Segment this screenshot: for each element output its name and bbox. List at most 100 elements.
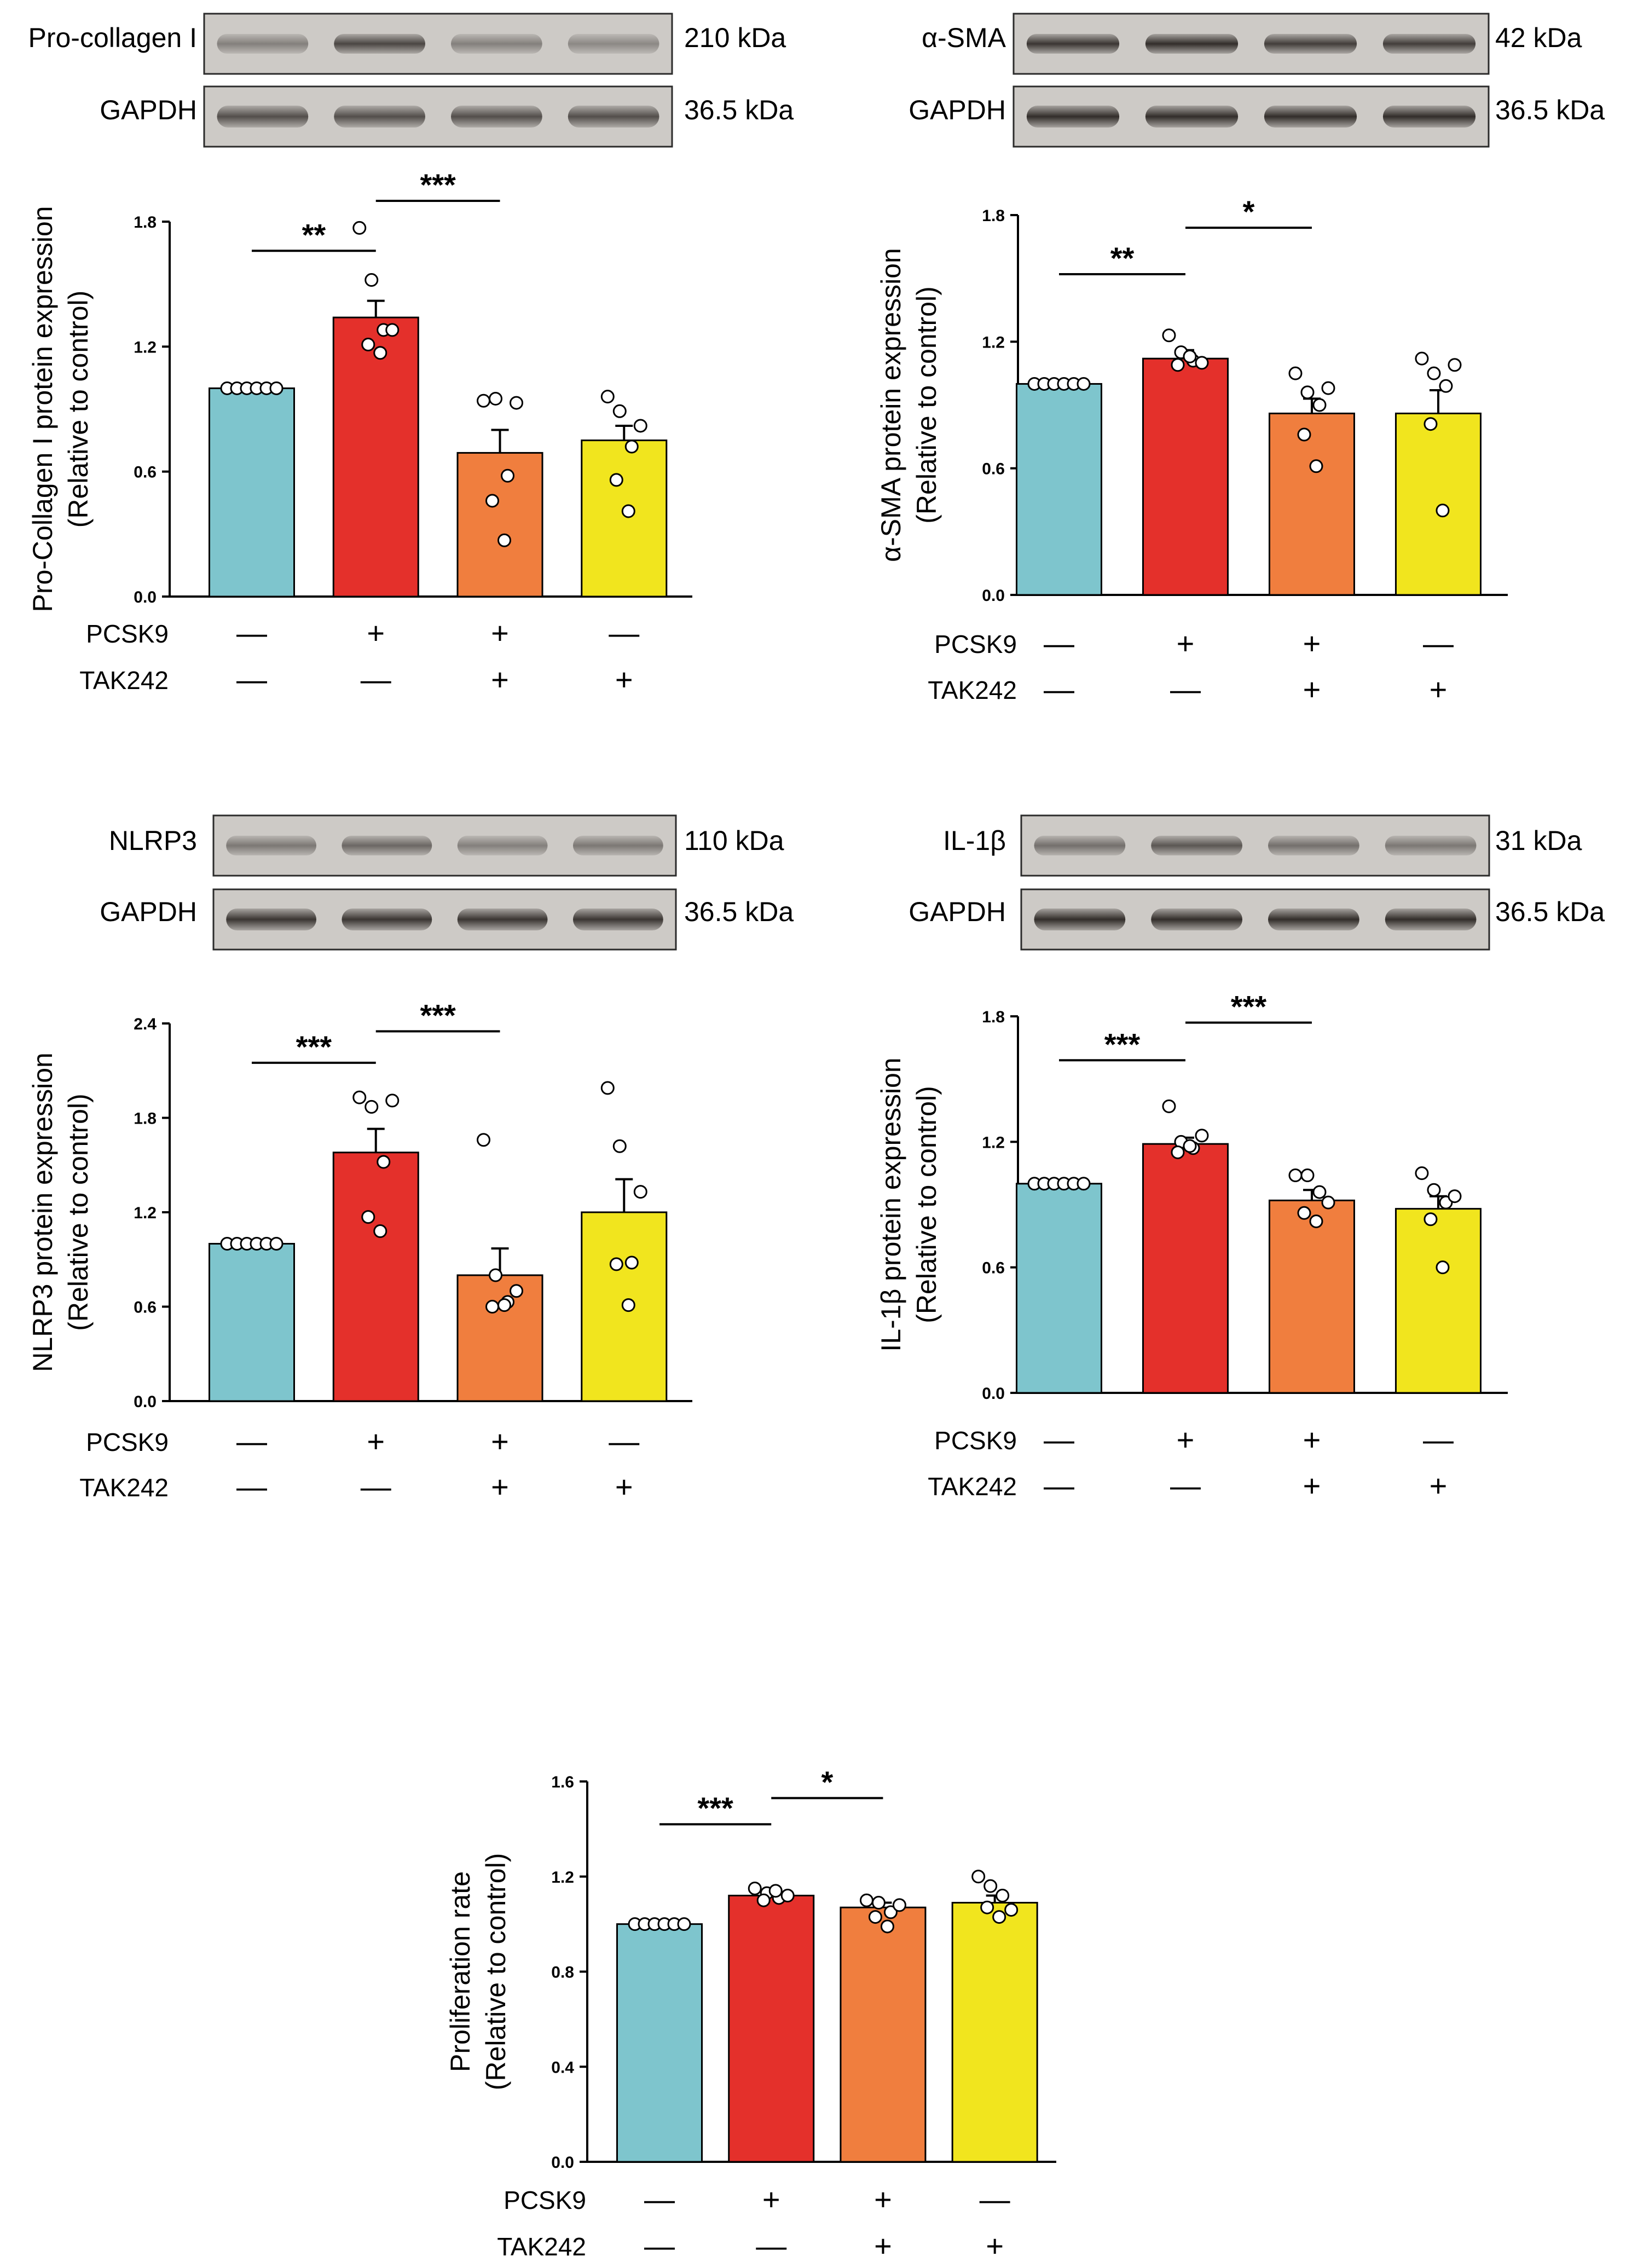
- treatment-sign: +: [491, 662, 509, 697]
- data-point: [497, 533, 512, 547]
- treatment-sign: +: [1303, 1422, 1321, 1457]
- data-point: [377, 1155, 391, 1169]
- data-point: [1171, 358, 1185, 372]
- treatment-sign: +: [1430, 672, 1448, 707]
- target-band-lane-3: [451, 34, 542, 54]
- target-band-lane-4: [1382, 34, 1476, 54]
- treatment-sign: —: [644, 2229, 675, 2263]
- treatment-sign: +: [1177, 1422, 1195, 1457]
- data-point: [361, 1210, 375, 1224]
- treatment-sign: —: [980, 2182, 1010, 2217]
- data-point: [880, 1919, 894, 1934]
- data-point: [510, 1284, 524, 1298]
- y-axis-label-sub: (Relative to control): [481, 1853, 511, 2091]
- treatment-sign: —: [236, 1469, 267, 1504]
- data-point: [1321, 1195, 1335, 1210]
- blot-panel-pro-collagen: Pro-collagen I 210 kDa GAPDH 36.5 kDa: [28, 22, 794, 125]
- data-point: [624, 1256, 639, 1270]
- y-tick-label: 0.6: [982, 1259, 1005, 1277]
- data-point: [1195, 1129, 1209, 1143]
- y-axis-label: α-SMA protein expression: [876, 248, 906, 562]
- loading-band-lane-3: [457, 909, 548, 930]
- treatment-row-label: PCSK9: [934, 630, 1017, 658]
- data-point: [1436, 1260, 1450, 1275]
- blot-panel-alpha-sma: α-SMA 42 kDa GAPDH 36.5 kDa: [909, 22, 1605, 125]
- loading-band-lane-3: [1268, 909, 1359, 930]
- data-point: [364, 273, 379, 287]
- y-axis-label-sub: (Relative to control): [911, 286, 942, 524]
- target-band-lane-2: [1145, 34, 1239, 54]
- treatment-row-label: TAK242: [79, 666, 169, 695]
- treatment-sign: —: [361, 1469, 391, 1504]
- data-point: [748, 1881, 762, 1895]
- significance-stars: **: [1110, 241, 1135, 275]
- target-band-lane-1: [1026, 34, 1120, 54]
- y-tick-label: 1.2: [134, 338, 157, 356]
- bar-1: [1016, 1183, 1102, 1394]
- data-point: [677, 1917, 691, 1931]
- treatment-row-label: TAK242: [928, 1472, 1017, 1501]
- y-axis-label: NLRP3 protein expression: [27, 1052, 58, 1372]
- significance-stars: *: [1243, 194, 1255, 229]
- treatment-sign: —: [1423, 626, 1454, 661]
- data-point: [1171, 1145, 1185, 1159]
- y-axis-label-sub: (Relative to control): [63, 291, 94, 528]
- bar-1: [209, 1243, 295, 1402]
- data-point: [1309, 459, 1323, 473]
- treatment-sign: +: [615, 662, 633, 697]
- target-band-lane-2: [334, 34, 425, 54]
- bar-2: [728, 1895, 815, 2163]
- bar-2: [332, 1152, 419, 1402]
- data-point: [1448, 1189, 1462, 1204]
- treatment-sign: +: [1303, 672, 1321, 707]
- y-axis-label-sub: (Relative to control): [63, 1094, 94, 1331]
- data-point: [859, 1893, 873, 1907]
- data-point: [477, 394, 491, 408]
- treatment-sign: —: [1170, 672, 1201, 707]
- data-point: [1415, 1166, 1429, 1181]
- y-tick-label: 1.8: [134, 213, 157, 232]
- data-point: [1448, 358, 1462, 372]
- loading-band-lane-1: [1026, 106, 1120, 128]
- target-band-lane-4: [568, 34, 659, 54]
- data-point: [624, 439, 639, 454]
- y-axis-label: IL-1β protein expression: [876, 1057, 906, 1351]
- treatment-sign: +: [491, 616, 509, 650]
- blot-loading-kda: 36.5 kDa: [1495, 896, 1605, 927]
- y-tick-label: 1.8: [134, 1110, 157, 1128]
- data-point: [621, 504, 635, 518]
- data-point: [996, 1889, 1010, 1902]
- y-tick-label: 0.0: [982, 587, 1005, 605]
- blot-target-label: NLRP3: [109, 825, 197, 856]
- target-band-lane-1: [226, 836, 317, 855]
- data-point: [1439, 379, 1453, 393]
- data-point: [1436, 504, 1450, 518]
- bar-3: [1268, 1199, 1355, 1394]
- data-point: [756, 1893, 771, 1907]
- data-point: [361, 338, 375, 352]
- treatment-sign: —: [1170, 1468, 1201, 1503]
- data-point: [1288, 366, 1303, 380]
- bar-3: [456, 452, 543, 598]
- data-point: [364, 1100, 379, 1114]
- data-point: [1077, 1177, 1091, 1191]
- y-tick-label: 1.2: [982, 333, 1005, 351]
- blot-target-kda: 110 kDa: [684, 825, 784, 856]
- bar-4: [951, 1902, 1038, 2163]
- significance-stars: **: [302, 217, 326, 252]
- blot-loading-label: GAPDH: [100, 95, 197, 125]
- target-band-lane-2: [342, 836, 432, 855]
- bar-1: [616, 1923, 703, 2163]
- bar-chart-4: 0.0 0.6 1.2 1.8 IL-1β protein expression (Rel…: [876, 989, 1508, 1503]
- loading-band-lane-1: [1034, 909, 1126, 930]
- loading-band-lane-2: [342, 909, 432, 930]
- data-point: [1300, 1168, 1315, 1182]
- data-point: [1183, 349, 1197, 363]
- data-point: [971, 1870, 986, 1884]
- treatment-row-label: TAK242: [497, 2232, 586, 2261]
- loading-band-lane-1: [226, 909, 317, 930]
- treatment-sign: +: [367, 616, 385, 650]
- y-tick-label: 0.0: [134, 1393, 157, 1411]
- bar-2: [1142, 357, 1229, 596]
- loading-band-lane-4: [1382, 106, 1476, 128]
